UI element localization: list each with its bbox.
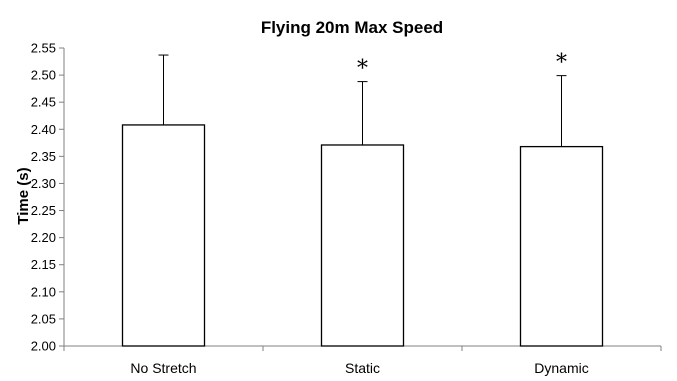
significance-marker: *: [556, 51, 567, 76]
y-tick-label: 2.15: [31, 257, 56, 272]
y-tick-label: 2.00: [31, 339, 56, 354]
bar-dynamic: [519, 145, 604, 347]
y-tick-label: 2.25: [31, 203, 56, 218]
y-tick-label: 2.55: [31, 41, 56, 56]
y-tick-label: 2.20: [31, 230, 56, 245]
x-category-label: Static: [345, 360, 380, 376]
chart-title: Flying 20m Max Speed: [261, 18, 443, 37]
x-category-label: Dynamic: [534, 360, 588, 376]
y-tick-label: 2.05: [31, 311, 56, 326]
bar-static: [320, 144, 405, 347]
y-tick-label: 2.10: [31, 284, 56, 299]
y-tick-label: 2.50: [31, 68, 56, 83]
y-tick-label: 2.35: [31, 149, 56, 164]
y-tick-label: 2.30: [31, 176, 56, 191]
bar-no-stretch: [121, 124, 206, 347]
y-tick-label: 2.40: [31, 122, 56, 137]
y-axis-label: Time (s): [15, 167, 32, 224]
chart-marks: 2.00 2.05 2.10 2.15 2.20 2.25 2.30 2.35 2.40 2.45…: [31, 41, 662, 376]
x-category-label: No Stretch: [130, 360, 196, 376]
y-tick-label: 2.45: [31, 95, 56, 110]
significance-marker: *: [357, 57, 368, 82]
